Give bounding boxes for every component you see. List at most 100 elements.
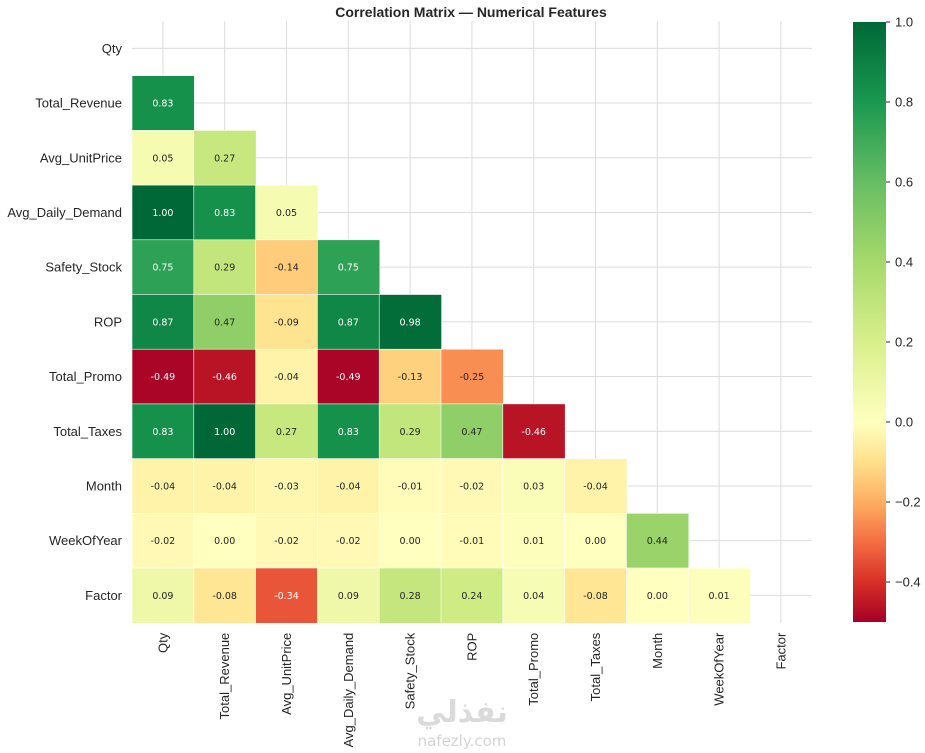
cell-value-label: 0.47 [214, 317, 235, 328]
cell-value-label: -0.04 [151, 481, 176, 492]
heatmap-cell [255, 294, 319, 351]
cell-value-label: -0.46 [521, 427, 546, 438]
heatmap-cell [440, 458, 504, 515]
heatmap-cell [626, 512, 690, 569]
heatmap-cell [564, 458, 628, 515]
cell-value-label: 0.44 [647, 536, 668, 547]
cell-value-label: -0.13 [398, 372, 423, 383]
colorbar: 1.0 0.8 0.6 0.4 0.2 0.0 −0.2 −0.4 [853, 15, 921, 622]
x-tick-label: ROP [464, 633, 479, 661]
heatmap-cells: 0.83 0.05 0.27 1.00 0.83 0.05 0.75 0.29 -0.14 0.7… [131, 75, 751, 624]
x-tick-label: Month [650, 633, 665, 669]
heatmap-cell [131, 239, 195, 296]
colorbar-tick-label: −0.4 [895, 575, 921, 590]
heatmap-cell [255, 512, 319, 569]
cell-value-label: 0.83 [152, 427, 173, 438]
heatmap-cell [378, 348, 442, 405]
heatmap-cell [131, 567, 195, 624]
cell-value-label: 0.00 [585, 536, 606, 547]
heatmap-cell [193, 348, 257, 405]
colorbar-tick-label: 0.8 [895, 95, 913, 110]
cell-value-label: 0.28 [400, 591, 421, 602]
cell-value-label: 0.24 [461, 591, 482, 602]
cell-value-label: 0.29 [214, 263, 235, 274]
heatmap-cell [193, 567, 257, 624]
heatmap-cell [255, 403, 319, 460]
y-tick-labels: Qty Total_Revenue Avg_UnitPrice Avg_Daily_D… [7, 41, 122, 603]
cell-value-label: 0.83 [338, 427, 359, 438]
cell-value-label: 0.05 [152, 153, 173, 164]
cell-value-label: -0.08 [583, 591, 608, 602]
cell-value-label: 0.75 [152, 263, 173, 274]
cell-value-label: 0.98 [400, 317, 421, 328]
watermark-arabic: نفذلي [416, 695, 508, 730]
cell-value-label: -0.02 [274, 536, 299, 547]
heatmap-cell [131, 184, 195, 241]
cell-value-label: 0.03 [523, 481, 544, 492]
heatmap-cell [131, 130, 195, 186]
x-tick-label: Total_Promo [526, 633, 541, 706]
heatmap-cell [131, 458, 195, 515]
y-tick-label: WeekOfYear [49, 533, 123, 548]
cell-value-label: 0.00 [647, 591, 668, 602]
x-tick-labels: Qty Total_Revenue Avg_UnitPrice Avg_Daily_D… [155, 632, 788, 747]
heatmap-cell [193, 512, 257, 569]
heatmap-cell [255, 458, 319, 515]
cell-value-label: -0.04 [583, 481, 608, 492]
heatmap-cell [255, 239, 319, 296]
colorbar-tick-label: 0.4 [895, 255, 913, 270]
heatmap-cell [564, 567, 628, 624]
x-tick-label: Avg_Daily_Demand [341, 633, 356, 748]
cell-value-label: -0.49 [151, 372, 176, 383]
colorbar-tick-label: 0.0 [895, 415, 913, 430]
colorbar-tick-label: 1.0 [895, 15, 913, 30]
cell-value-label: 0.05 [276, 208, 297, 219]
colorbar-tick-label: 0.2 [895, 335, 913, 350]
cell-value-label: 1.00 [152, 208, 173, 219]
heatmap-cell [378, 512, 442, 569]
heatmap-cell [255, 348, 319, 405]
heatmap-cell [440, 403, 504, 460]
heatmap-cell [317, 567, 381, 624]
y-tick-label: Total_Promo [49, 369, 122, 384]
heatmap-cell [502, 567, 566, 624]
heatmap-cell [255, 567, 319, 624]
cell-value-label: 0.27 [214, 153, 235, 164]
cell-value-label: 0.29 [400, 427, 421, 438]
cell-value-label: -0.02 [336, 536, 361, 547]
cell-value-label: -0.14 [274, 263, 299, 274]
cell-value-label: -0.03 [274, 481, 299, 492]
heatmap-cell [255, 184, 319, 241]
heatmap-cell [317, 512, 381, 569]
cell-value-label: 0.87 [338, 317, 359, 328]
heatmap-cell [564, 512, 628, 569]
y-tick-label: Avg_UnitPrice [40, 150, 122, 165]
x-tick-label: Avg_UnitPrice [279, 633, 294, 715]
cell-value-label: -0.09 [274, 317, 299, 328]
cell-value-label: -0.02 [151, 536, 176, 547]
colorbar-ticks: 1.0 0.8 0.6 0.4 0.2 0.0 −0.2 −0.4 [886, 15, 921, 590]
heatmap-cell [193, 130, 257, 186]
colorbar-tick-label: 0.6 [895, 175, 913, 190]
heatmap-cell [131, 512, 195, 569]
cell-value-label: 0.01 [709, 591, 730, 602]
cell-value-label: 0.75 [338, 263, 359, 274]
x-tick-label: Total_Revenue [217, 633, 232, 720]
x-tick-label: Qty [155, 632, 170, 653]
cell-value-label: -0.46 [212, 372, 237, 383]
cell-value-label: 0.83 [214, 208, 235, 219]
y-tick-label: Qty [102, 41, 123, 56]
cell-value-label: 0.27 [276, 427, 297, 438]
y-tick-label: ROP [94, 314, 122, 329]
y-tick-label: Avg_Daily_Demand [7, 205, 122, 220]
y-tick-label: Month [86, 478, 122, 493]
cell-value-label: -0.02 [460, 481, 485, 492]
x-tick-label: Factor [773, 632, 788, 670]
heatmap-cell [193, 239, 257, 296]
cell-value-label: -0.04 [274, 372, 299, 383]
cell-value-label: 1.00 [214, 427, 235, 438]
y-tick-label: Total_Revenue [35, 96, 122, 111]
cell-value-label: 0.83 [152, 99, 173, 110]
heatmap-cell [687, 567, 751, 624]
heatmap-cell [131, 348, 195, 405]
